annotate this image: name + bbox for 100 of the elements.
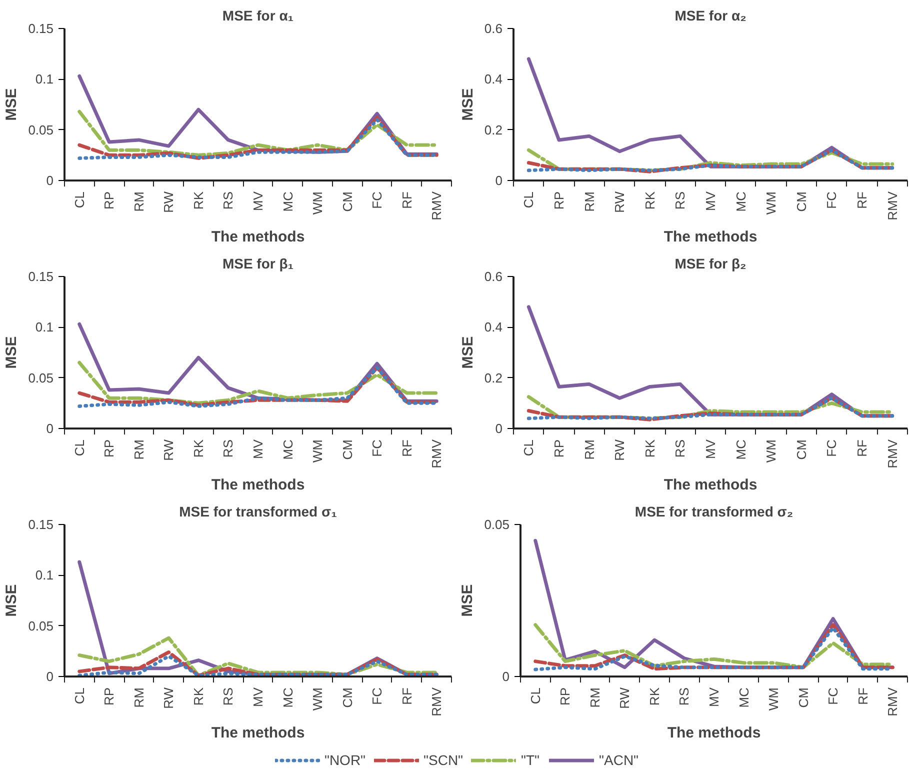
x-tick-label: RW bbox=[161, 190, 176, 213]
x-tick-label: RMV bbox=[885, 687, 900, 716]
x-tick-label: WM bbox=[310, 687, 326, 711]
chart-title: MSE for β₁ bbox=[222, 256, 294, 272]
y-tick-label: 0.1 bbox=[35, 568, 54, 583]
line-series bbox=[78, 654, 438, 676]
x-tick-label: RK bbox=[190, 191, 206, 210]
x-tick-label: CL bbox=[521, 191, 536, 208]
x-axis-title: The methods bbox=[664, 476, 758, 494]
chart-title: MSE for α₁ bbox=[222, 8, 294, 24]
y-tick-label: 0 bbox=[46, 421, 54, 436]
x-tick-label: MC bbox=[733, 440, 748, 460]
x-tick-label: RM bbox=[582, 440, 597, 460]
y-tick-label: 0 bbox=[495, 421, 503, 436]
x-tick-label: RK bbox=[190, 439, 206, 458]
x-tick-label: RW bbox=[612, 190, 628, 213]
x-tick-label: MV bbox=[250, 687, 266, 707]
y-tick-label: 0.6 bbox=[484, 269, 503, 284]
x-tick-label: RP bbox=[102, 191, 117, 210]
y-tick-label: 0.15 bbox=[28, 269, 54, 284]
legend-label: "SCN" bbox=[424, 752, 464, 768]
x-axis-title: The methods bbox=[211, 724, 305, 742]
x-axis-title: The methods bbox=[664, 228, 758, 246]
y-tick-label: 0 bbox=[46, 669, 54, 684]
x-tick-label: RMV bbox=[884, 439, 900, 468]
x-tick-label: RF bbox=[399, 687, 414, 705]
line-series bbox=[78, 650, 438, 676]
x-tick-label: RP bbox=[558, 687, 573, 706]
x-tick-label: CM bbox=[340, 440, 355, 460]
y-tick-label: 0.05 bbox=[28, 618, 54, 634]
x-tick-label: MV bbox=[703, 439, 718, 459]
y-axis-title: MSE bbox=[459, 584, 476, 617]
y-tick-label: 0 bbox=[502, 669, 510, 684]
y-axis-title: MSE bbox=[3, 88, 20, 121]
x-tick-label: RS bbox=[672, 439, 688, 458]
legend-label: "NOR" bbox=[324, 752, 366, 768]
x-axis-title: The methods bbox=[667, 724, 761, 742]
x-tick-label: RW bbox=[161, 438, 176, 461]
x-tick-label: FC bbox=[370, 687, 385, 705]
x-tick-label: RF bbox=[399, 191, 414, 209]
y-tick-label: 0.2 bbox=[484, 122, 503, 138]
x-tick-label: MV bbox=[703, 191, 718, 211]
x-tick-label: WM bbox=[764, 439, 779, 463]
x-tick-label: CM bbox=[340, 192, 355, 212]
x-tick-label: MC bbox=[280, 688, 296, 708]
x-axis-title: The methods bbox=[211, 476, 305, 494]
y-tick-label: 0.05 bbox=[28, 370, 54, 386]
x-tick-label: RM bbox=[131, 440, 146, 460]
x-tick-label: RK bbox=[642, 191, 658, 210]
x-tick-label: RM bbox=[131, 688, 146, 708]
x-tick-label: RW bbox=[161, 686, 176, 709]
x-tick-label: RMV bbox=[429, 191, 444, 220]
x-tick-label: FC bbox=[370, 439, 385, 457]
x-tick-label: RP bbox=[102, 687, 117, 706]
x-tick-label: MV bbox=[250, 191, 266, 211]
y-tick-label: 0.05 bbox=[484, 517, 510, 532]
y-tick-label: 0.4 bbox=[484, 320, 503, 335]
x-tick-label: RF bbox=[854, 191, 870, 209]
x-tick-label: RW bbox=[617, 686, 632, 709]
x-tick-label: WM bbox=[766, 687, 782, 711]
x-tick-label: RP bbox=[551, 191, 566, 210]
y-tick-label: 0.1 bbox=[35, 72, 54, 87]
y-axis-title: MSE bbox=[3, 584, 20, 617]
x-tick-label: FC bbox=[826, 687, 841, 705]
y-axis-title: MSE bbox=[459, 336, 476, 369]
x-tick-label: RW bbox=[612, 438, 628, 461]
x-tick-label: CM bbox=[796, 688, 811, 708]
y-tick-label: 0 bbox=[46, 173, 54, 188]
y-tick-label: 0.1 bbox=[35, 320, 54, 335]
chart-title: MSE for transformed σ₂ bbox=[634, 504, 794, 520]
x-tick-label: WM bbox=[764, 191, 779, 215]
x-tick-label: RS bbox=[220, 191, 236, 210]
x-tick-label: RF bbox=[854, 439, 870, 457]
y-tick-label: 0.05 bbox=[28, 122, 54, 138]
x-tick-label: RK bbox=[190, 687, 206, 706]
legend-label: "T" bbox=[521, 752, 541, 768]
y-tick-label: 0.4 bbox=[484, 72, 503, 87]
x-tick-label: FC bbox=[824, 439, 840, 457]
x-tick-label: RS bbox=[220, 439, 236, 458]
y-tick-label: 0 bbox=[495, 173, 503, 188]
x-tick-label: CL bbox=[72, 687, 87, 704]
x-tick-label: MC bbox=[280, 192, 296, 212]
x-tick-label: CM bbox=[794, 192, 809, 212]
x-tick-label: CL bbox=[72, 191, 87, 208]
legend-label: "ACN" bbox=[599, 752, 639, 768]
x-tick-label: RK bbox=[642, 439, 658, 458]
x-tick-label: MV bbox=[250, 439, 266, 459]
y-tick-label: 0.15 bbox=[28, 517, 54, 532]
chart-title: MSE for β₂ bbox=[674, 256, 746, 272]
x-tick-label: RF bbox=[855, 687, 870, 705]
x-tick-label: CL bbox=[528, 687, 543, 704]
x-tick-label: MC bbox=[733, 192, 748, 212]
line-series bbox=[78, 636, 438, 676]
y-tick-label: 0.15 bbox=[28, 21, 54, 36]
x-tick-label: FC bbox=[824, 191, 840, 209]
x-tick-label: RS bbox=[220, 687, 236, 706]
x-tick-label: MC bbox=[280, 440, 296, 460]
x-tick-label: RS bbox=[672, 191, 688, 210]
x-tick-label: RP bbox=[551, 439, 566, 458]
x-tick-label: CL bbox=[521, 439, 536, 456]
